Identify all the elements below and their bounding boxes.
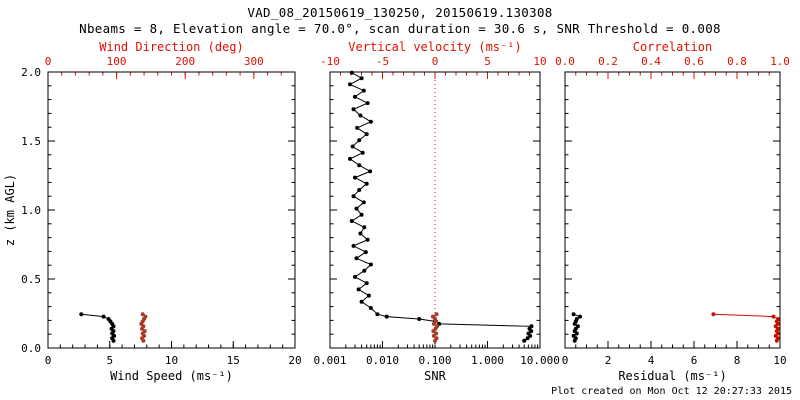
svg-text:1.0: 1.0 — [21, 204, 41, 217]
svg-text:2.0: 2.0 — [21, 66, 41, 79]
svg-text:Correlation: Correlation — [633, 40, 712, 54]
svg-text:-5: -5 — [376, 55, 389, 68]
svg-text:0.2: 0.2 — [598, 55, 618, 68]
svg-text:SNR: SNR — [424, 369, 446, 383]
svg-text:15: 15 — [227, 354, 240, 367]
series-vertical-velocity — [430, 312, 440, 343]
svg-text:-10: -10 — [320, 55, 340, 68]
svg-text:10: 10 — [533, 55, 546, 68]
svg-text:6: 6 — [691, 354, 698, 367]
series-correlation — [711, 312, 780, 343]
svg-text:Wind Speed (ms⁻¹): Wind Speed (ms⁻¹) — [110, 369, 233, 383]
svg-text:200: 200 — [175, 55, 195, 68]
svg-text:0.4: 0.4 — [641, 55, 661, 68]
series-snr — [348, 70, 534, 343]
svg-text:0.5: 0.5 — [21, 273, 41, 286]
svg-text:0: 0 — [45, 354, 52, 367]
svg-text:z (km AGL): z (km AGL) — [3, 174, 17, 246]
svg-text:10: 10 — [773, 354, 786, 367]
plot-subtitle: Nbeams = 8, Elevation angle = 70.0°, sca… — [79, 21, 721, 36]
svg-text:10: 10 — [165, 354, 178, 367]
svg-text:0.0: 0.0 — [555, 55, 575, 68]
series-residual — [571, 312, 582, 343]
plot-title: VAD_08_20150619_130250, 20150619.130308 — [247, 5, 553, 20]
svg-text:1.5: 1.5 — [21, 135, 41, 148]
svg-text:2: 2 — [605, 354, 612, 367]
svg-text:1.0: 1.0 — [770, 55, 790, 68]
svg-text:0.010: 0.010 — [366, 354, 399, 367]
svg-text:0: 0 — [432, 55, 439, 68]
svg-text:0.001: 0.001 — [313, 354, 346, 367]
svg-text:100: 100 — [107, 55, 127, 68]
plot-created-timestamp: Plot created on Mon Oct 12 20:27:33 2015 — [551, 386, 792, 397]
residual-panel: 0 2 4 6 8 10 Residual (ms⁻¹) 0.0 0.2 0.4 0.6 0.8 1.0… — [555, 40, 790, 383]
svg-text:5: 5 — [484, 55, 491, 68]
svg-text:300: 300 — [244, 55, 264, 68]
svg-text:Vertical velocity (ms⁻¹): Vertical velocity (ms⁻¹) — [348, 40, 521, 54]
svg-text:0.100: 0.100 — [418, 354, 451, 367]
svg-text:8: 8 — [734, 354, 741, 367]
svg-text:4: 4 — [648, 354, 655, 367]
wind-panel: 0.0 0.5 1.0 1.5 2.0 z (km AGL) 0 5 10 15 20 Wind Sp… — [3, 40, 302, 383]
svg-text:0.6: 0.6 — [684, 55, 704, 68]
svg-text:Residual (ms⁻¹): Residual (ms⁻¹) — [618, 369, 726, 383]
svg-text:5: 5 — [106, 354, 113, 367]
svg-text:20: 20 — [288, 354, 301, 367]
svg-text:0: 0 — [562, 354, 569, 367]
svg-text:0.0: 0.0 — [21, 342, 41, 355]
snr-panel: 0.001 0.010 0.100 1.000 10.000 SNR -10 -5 0 5 10 Ve… — [313, 40, 559, 383]
svg-text:0.8: 0.8 — [727, 55, 747, 68]
svg-text:Wind Direction (deg): Wind Direction (deg) — [99, 40, 244, 54]
series-wind-speed — [79, 312, 117, 343]
series-wind-direction — [139, 312, 148, 343]
svg-text:10.000: 10.000 — [520, 354, 560, 367]
svg-text:0: 0 — [45, 55, 52, 68]
svg-text:1.000: 1.000 — [471, 354, 504, 367]
